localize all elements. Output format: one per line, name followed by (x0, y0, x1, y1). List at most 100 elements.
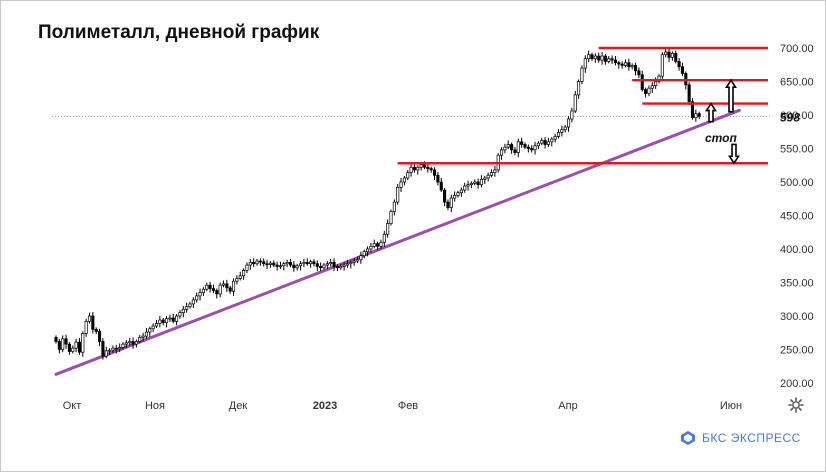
candle (530, 145, 534, 153)
candle (178, 309, 182, 319)
candle (235, 275, 239, 285)
candle (694, 109, 698, 122)
candle-body (342, 264, 346, 267)
candle (84, 318, 88, 337)
candle-body (171, 317, 175, 322)
candle-body (429, 168, 433, 171)
candle-body (409, 166, 413, 173)
arrow-up-icon (725, 78, 737, 113)
arrow-up-icon (705, 102, 717, 123)
candle-body (503, 146, 507, 151)
candle (667, 48, 671, 63)
candle (141, 332, 145, 342)
candle (188, 301, 192, 309)
candle (265, 259, 269, 270)
candle-body (459, 189, 463, 194)
candle-body (151, 325, 155, 330)
candle-body (272, 262, 276, 266)
candle-body (439, 181, 443, 191)
candle-body (597, 55, 601, 61)
candle (242, 268, 246, 280)
candle-body (148, 328, 152, 333)
candle-body (422, 164, 427, 168)
candle-body (84, 321, 88, 334)
candle (382, 230, 386, 247)
candle-body (412, 166, 417, 171)
candle-body (433, 169, 437, 176)
candle (87, 312, 92, 324)
candle (91, 311, 95, 334)
brand-name: БКС ЭКСПРЕСС (702, 431, 801, 445)
arrow-down-icon (728, 143, 740, 165)
candle (329, 259, 333, 267)
candle (553, 133, 557, 143)
candle (590, 52, 594, 61)
candle-body (530, 148, 534, 151)
candle (349, 260, 353, 269)
candle (456, 190, 460, 198)
brand-logo: БКС ЭКСПРЕСС (680, 430, 801, 446)
candle (399, 177, 403, 193)
candle-body (466, 184, 470, 187)
candle (536, 141, 540, 150)
candle-body (593, 55, 597, 60)
candle-body (131, 341, 135, 345)
candle-body (262, 261, 266, 265)
candle (165, 316, 169, 328)
candle-body (57, 341, 61, 350)
candle (339, 263, 343, 270)
candle (543, 137, 547, 149)
bks-logo-icon (681, 431, 695, 445)
candle-body (580, 67, 584, 82)
candle-body (104, 350, 108, 357)
candle (272, 260, 276, 268)
y-tick-label: 400.00 (780, 244, 814, 256)
candle (278, 261, 283, 270)
candle (71, 345, 75, 354)
candle (580, 65, 584, 85)
candle-body (121, 343, 125, 348)
candle (275, 261, 279, 271)
candle-body (124, 342, 128, 345)
candle-body (690, 101, 695, 119)
candle (406, 169, 410, 180)
candle (503, 143, 507, 154)
candle (402, 175, 406, 186)
candle (486, 172, 490, 182)
candle-body (674, 53, 678, 62)
candle-body (285, 262, 289, 265)
candle (443, 188, 447, 207)
candle-body (500, 149, 504, 156)
candle-body (640, 74, 644, 90)
candle-body (489, 172, 494, 176)
candle (121, 342, 125, 350)
candle (345, 259, 350, 268)
candle-body (97, 331, 102, 342)
candle-body (191, 299, 195, 305)
candle (282, 261, 286, 271)
candle-body (687, 84, 691, 102)
candle-body (218, 284, 222, 295)
candle-body (587, 54, 591, 60)
candle (607, 56, 611, 64)
candle-body (114, 347, 118, 350)
gear-icon[interactable] (788, 397, 804, 413)
candle-body (513, 149, 517, 153)
candle-body (680, 66, 685, 74)
candle-body (178, 312, 182, 317)
candle (396, 184, 400, 205)
candle (409, 163, 413, 177)
candle-body (476, 181, 480, 186)
candle-body (660, 54, 664, 77)
candle-body (657, 75, 661, 82)
candle-body (201, 288, 205, 293)
candle (312, 259, 316, 267)
candle (362, 249, 366, 259)
candle-body (144, 331, 149, 337)
candle-body (282, 263, 286, 267)
candle (161, 318, 165, 326)
candle-body (436, 174, 440, 183)
candle-body (168, 317, 172, 320)
candle-body (379, 241, 383, 247)
candle (412, 163, 417, 173)
